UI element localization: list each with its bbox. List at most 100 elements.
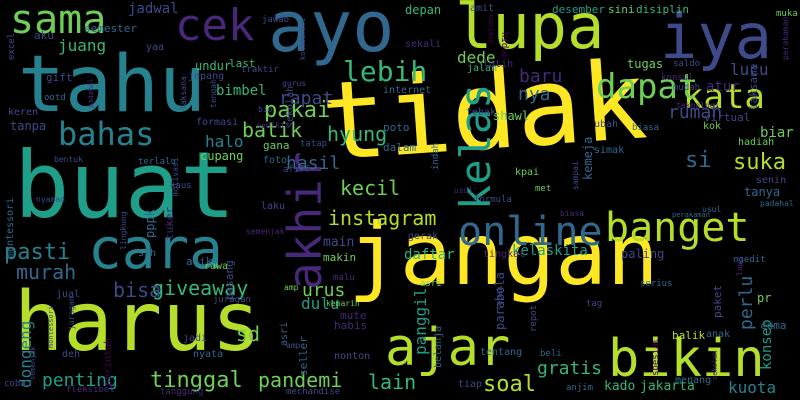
word-yaa: yaa: [146, 42, 165, 53]
word-tiap: tiap: [458, 379, 483, 390]
word-bagai: sedikit: [256, 121, 290, 130]
word-pandemi: pandemi: [258, 368, 343, 392]
word-paket: paket: [711, 284, 724, 318]
word-saldo: saldo: [673, 59, 701, 69]
word-kata: kata: [683, 77, 765, 117]
word-usul: usul: [702, 205, 722, 214]
word-lebih: lebih: [343, 55, 428, 88]
word-bio: tebak: [495, 285, 504, 310]
word-gerak: gerak: [408, 231, 439, 242]
word-nonton: nonton: [334, 351, 371, 362]
word-poto: poto: [383, 121, 410, 134]
word-disiplin: disiplin: [636, 3, 689, 16]
word-giveaway: giveaway: [152, 276, 249, 300]
word-rawa: rawa: [204, 261, 229, 272]
word-dalam: dalam: [383, 141, 417, 154]
word-desember: desember: [552, 3, 605, 16]
word-penting: penting: [42, 370, 118, 391]
word-kado: kado: [604, 379, 636, 394]
word-lingkung: lingkung: [119, 211, 128, 250]
word-buat: buat: [14, 132, 236, 239]
word-konsul: konsul: [661, 73, 694, 83]
word-gurus: juragan: [67, 296, 76, 330]
word-foto: foto: [263, 155, 288, 166]
word-excel: excel: [7, 32, 17, 60]
word-sekolah: perakaman: [781, 16, 790, 60]
word-murah: murah: [16, 260, 77, 284]
word-cuma: cuma: [760, 319, 787, 332]
word-cara: cara: [88, 217, 223, 282]
word-tanya: tanya: [744, 185, 781, 199]
word-ngedit: ngedit: [733, 255, 766, 265]
word-panjang: tengah: [209, 79, 218, 108]
word-spesial: spesial: [651, 338, 661, 376]
word-tingkat: tingkat: [483, 249, 526, 260]
word-bikin: bikin: [608, 329, 765, 389]
word-ubah: ubah: [594, 119, 619, 130]
word-main: main: [323, 235, 355, 250]
word-nyaman: semenjak: [29, 346, 37, 380]
word-suka: suka: [733, 150, 786, 175]
word-perakaman: perakaman: [672, 211, 710, 219]
word-montessori: montessori: [5, 197, 16, 258]
word-tatap: tatap: [300, 139, 328, 149]
word-virtual: virtual: [704, 111, 751, 124]
word-keren: keren: [8, 107, 39, 118]
word-lain: lain: [368, 370, 417, 394]
word-iya: iya: [660, 0, 772, 73]
word-fleksibel: fleksibel: [66, 385, 115, 395]
word-deh: deh: [62, 349, 81, 360]
word-mute: mute: [340, 309, 367, 322]
word-tuker: tuker: [163, 206, 176, 240]
word-lupa: lupa: [455, 0, 605, 63]
word-tebak: tebak: [466, 107, 497, 118]
word-lucu: lucu: [730, 60, 769, 79]
word-aku: aku: [34, 29, 54, 42]
word-tag: tag: [586, 299, 603, 309]
word-dulu: dulu: [301, 294, 340, 313]
word-soal: soal: [483, 372, 536, 397]
word-harus: harus: [14, 275, 261, 370]
word-fahmi: gurus: [282, 79, 307, 88]
word-malu: malu: [333, 273, 355, 283]
word-paling: paling: [621, 247, 665, 261]
word-biasa: biasa: [632, 123, 660, 133]
word-jakarta: jakarta: [640, 379, 695, 394]
word-sini: sini: [608, 3, 635, 16]
word-bahas: bahas: [58, 115, 155, 153]
word-nya: nya: [518, 84, 551, 105]
word-cupang: cupang: [200, 149, 244, 163]
word-semester: semester: [84, 22, 137, 35]
word-instagram: instagram: [328, 206, 437, 230]
word-juragan: juragan: [213, 295, 251, 305]
word-semenjak: semenjak: [246, 227, 285, 236]
word-formasi: formasi: [196, 117, 239, 128]
word-si: si: [685, 148, 712, 173]
word-bisa: bisa: [113, 278, 162, 302]
word-ajar: ajar: [385, 318, 511, 378]
word-amit: amit: [470, 3, 495, 14]
word-bimbel: bimbel: [216, 83, 267, 99]
word-sedikit: biasa: [560, 209, 585, 218]
word-pasti: pasti: [4, 240, 71, 265]
word-tanpa: tanpa: [10, 119, 47, 133]
word-rapat: rapat: [279, 88, 334, 109]
word-met: met: [535, 184, 552, 194]
word-hasil: hasil: [286, 153, 341, 174]
word-jadwal: jadwal: [128, 1, 179, 17]
word-atur: atur: [706, 79, 740, 95]
word-bu: nyaman: [36, 195, 65, 204]
word-halo: halo: [205, 132, 244, 151]
word-bentuk: bentuk: [54, 155, 83, 164]
word-shawl: shawl: [493, 109, 530, 123]
word-kemeja: kemeja: [581, 136, 595, 180]
word-anjim: anjim: [566, 383, 594, 393]
word-jangan: jangan: [348, 205, 659, 305]
word-baru: baru: [519, 66, 563, 87]
word-mongo: pppk: [143, 209, 157, 238]
word-simak: simak: [594, 145, 625, 156]
word-teknologi: teknologi: [676, 101, 720, 110]
word-tentang: tentang: [480, 347, 523, 358]
word-pakai: pakai: [264, 98, 331, 123]
word-mudah: mudah: [673, 83, 701, 93]
